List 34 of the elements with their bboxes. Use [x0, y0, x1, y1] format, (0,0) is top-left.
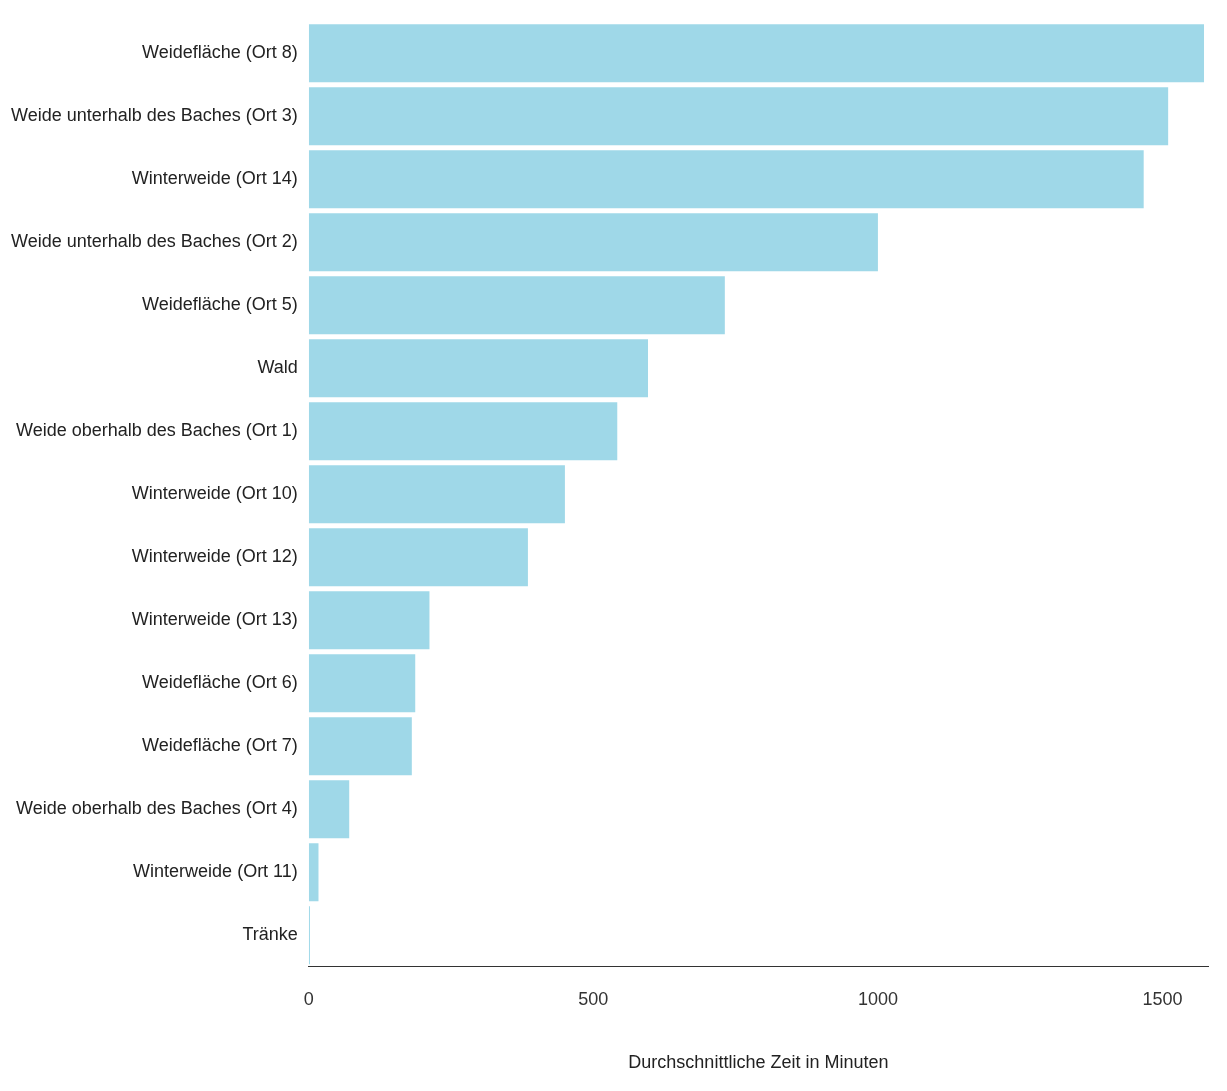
- x-tick-label: 500: [578, 988, 609, 1009]
- bar: [308, 591, 430, 650]
- bar: [308, 717, 412, 776]
- bar: [308, 843, 319, 902]
- y-tick-label: Weide unterhalb des Baches (Ort 3): [10, 105, 298, 126]
- y-tick-label: Weide unterhalb des Baches (Ort 2): [10, 231, 298, 252]
- y-tick-label: Winterweide (Ort 10): [131, 483, 298, 504]
- bar: [308, 276, 725, 335]
- y-tick-label: Wald: [257, 357, 298, 378]
- y-tick-label: Weidefläche (Ort 8): [142, 42, 298, 63]
- bar: [308, 24, 1205, 83]
- y-tick-label: Weidefläche (Ort 5): [142, 294, 298, 315]
- bar: [308, 780, 350, 839]
- y-tick-label: Weidefläche (Ort 7): [142, 735, 298, 756]
- x-tick-label: 1000: [857, 988, 898, 1009]
- bar: [308, 339, 648, 398]
- y-tick-label: Winterweide (Ort 11): [133, 861, 298, 882]
- y-tick-label: Winterweide (Ort 13): [131, 609, 298, 630]
- bar: [308, 87, 1169, 146]
- y-tick-label: Weide oberhalb des Baches (Ort 1): [16, 420, 298, 441]
- bar: [308, 654, 416, 713]
- bar: [308, 465, 565, 524]
- y-tick-label: Weide oberhalb des Baches (Ort 4): [16, 798, 298, 819]
- bar: [308, 528, 528, 587]
- x-axis-title: Durchschnittliche Zeit in Minuten: [628, 1052, 889, 1073]
- x-tick-label: 0: [303, 988, 314, 1009]
- y-tick-label: Tränke: [242, 924, 298, 945]
- y-tick-label: Winterweide (Ort 12): [131, 546, 298, 567]
- bar: [308, 213, 878, 272]
- x-tick-label: 1500: [1142, 988, 1183, 1009]
- bar: [308, 150, 1144, 209]
- bar: [308, 402, 618, 461]
- y-tick-label: Weidefläche (Ort 6): [142, 672, 298, 693]
- y-tick-label: Winterweide (Ort 14): [131, 168, 298, 189]
